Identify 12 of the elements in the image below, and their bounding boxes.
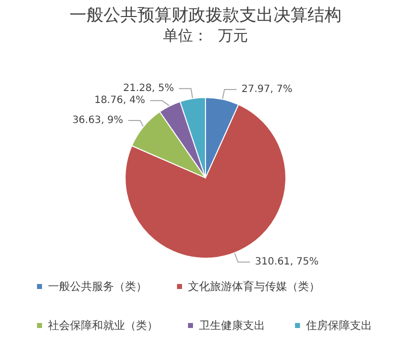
data-label: 36.63, 9% (72, 114, 124, 126)
legend-label: 住房保障支出 (306, 319, 372, 332)
data-label: 310.61, 75% (255, 256, 319, 268)
data-label: 27.97, 7% (241, 84, 292, 95)
chart-title: 一般公共预算财政拨款支出决算结构 (70, 6, 342, 26)
data-label: 18.76, 4% (94, 95, 146, 106)
chart-subtitle: 单位： 万元 (163, 26, 248, 44)
legend-label: 一般公共服务（类） (48, 280, 147, 293)
legend-label: 文化旅游体育与传媒（类） (188, 280, 320, 293)
legend-label: 社会保障和就业（类） (48, 319, 158, 332)
legend-label: 卫生健康支出 (199, 319, 265, 332)
data-label: 21.28, 5% (123, 83, 174, 94)
